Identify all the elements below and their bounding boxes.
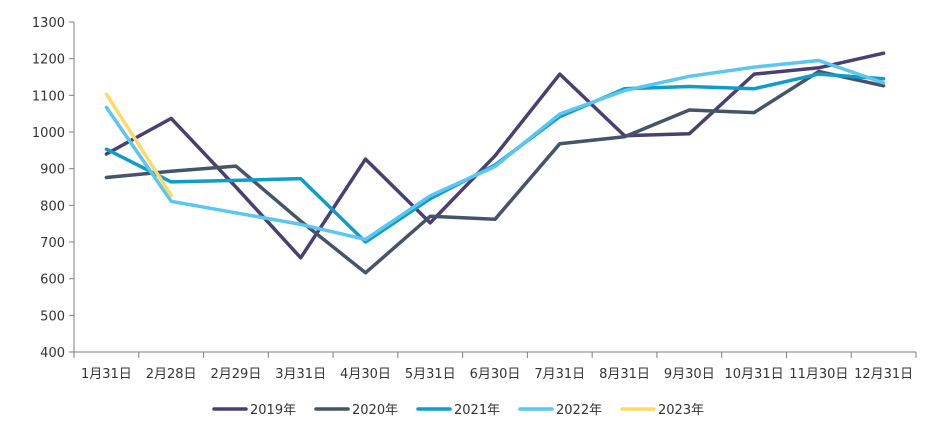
series-line-2020年 (104, 69, 886, 275)
y-tick-label: 400 (40, 346, 65, 361)
y-tick-label: 1200 (32, 53, 65, 68)
legend-item: 2019年 (212, 403, 296, 418)
y-tick-label: 800 (40, 199, 65, 214)
x-tick-label: 12月31日 (854, 367, 913, 382)
legend-item: 2021年 (416, 403, 500, 418)
x-tick-label: 6月30日 (470, 367, 521, 382)
series-group (104, 51, 886, 275)
y-tick-label: 600 (40, 273, 65, 288)
x-tick-label: 10月31日 (725, 367, 784, 382)
legend-label: 2021年 (454, 403, 500, 418)
x-tick-label: 2月28日 (146, 367, 197, 382)
series-line-2022年 (104, 58, 886, 242)
legend-label: 2020年 (352, 403, 398, 418)
x-tick-label: 3月31日 (275, 367, 326, 382)
y-tick-label: 500 (40, 309, 65, 324)
x-tick-label: 4月30日 (340, 367, 391, 382)
x-tick-label: 2月29日 (211, 367, 262, 382)
x-axis: 1月31日 2月28日 2月29日 3月31日 4月30日 5月31日 6月30日 7月31日… (73, 351, 917, 382)
y-tick-label: 1100 (32, 89, 65, 104)
series-line-2023年 (104, 92, 173, 198)
x-tick-label: 1月31日 (81, 367, 132, 382)
y-tick-label: 1300 (32, 16, 65, 31)
x-tick-label: 11月30日 (789, 367, 848, 382)
series-line-2019年 (104, 51, 886, 260)
legend-label: 2022年 (556, 403, 602, 418)
legend: 2019年 2020年 2021年 2022年 2023年 (212, 403, 704, 418)
legend-item: 2023年 (620, 403, 704, 418)
y-tick-label: 900 (40, 163, 65, 178)
x-tick-label: 8月31日 (599, 367, 650, 382)
legend-label: 2019年 (250, 403, 296, 418)
x-tick-label: 7月31日 (534, 367, 585, 382)
legend-item: 2022年 (518, 403, 602, 418)
y-tick-label: 1000 (32, 126, 65, 141)
x-tick-label: 9月30日 (664, 367, 715, 382)
y-tick-label: 700 (40, 236, 65, 251)
legend-item: 2020年 (314, 403, 398, 418)
x-tick-label: 5月31日 (405, 367, 456, 382)
legend-label: 2023年 (658, 403, 704, 418)
y-axis: 400 500 600 700 800 900 1000 1100 1200 1300 (32, 16, 75, 361)
